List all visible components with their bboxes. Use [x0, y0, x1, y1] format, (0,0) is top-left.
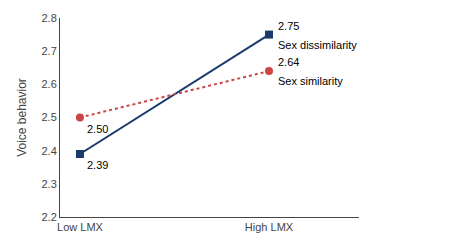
- svg-text:2.50: 2.50: [87, 123, 108, 135]
- svg-text:Sex similarity: Sex similarity: [278, 75, 343, 87]
- svg-text:2.6: 2.6: [42, 78, 57, 90]
- svg-text:2.75: 2.75: [278, 20, 299, 32]
- svg-text:Low LMX: Low LMX: [57, 221, 104, 233]
- svg-text:Voice behavior: Voice behavior: [15, 78, 29, 157]
- svg-text:2.2: 2.2: [42, 211, 57, 223]
- svg-text:2.7: 2.7: [42, 45, 57, 57]
- svg-text:High LMX: High LMX: [245, 221, 294, 233]
- svg-text:2.8: 2.8: [42, 12, 57, 24]
- svg-text:2.3: 2.3: [42, 178, 57, 190]
- svg-text:2.64: 2.64: [278, 56, 299, 68]
- svg-text:2.39: 2.39: [87, 159, 108, 171]
- svg-text:2.4: 2.4: [42, 145, 57, 157]
- svg-text:Sex dissimilarity: Sex dissimilarity: [278, 39, 357, 51]
- svg-text:2.5: 2.5: [42, 111, 57, 123]
